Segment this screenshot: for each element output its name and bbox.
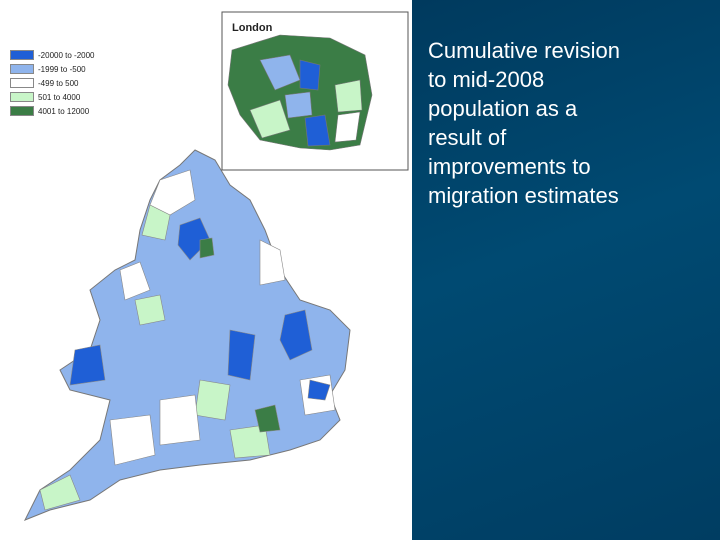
legend-item: -499 to 500	[10, 76, 95, 90]
inset-title: London	[232, 22, 273, 34]
legend-item: -20000 to -2000	[10, 48, 95, 62]
caption-line: result of	[428, 125, 507, 150]
legend-swatch	[10, 92, 34, 102]
legend-swatch	[10, 106, 34, 116]
legend: -20000 to -2000 -1999 to -500 -499 to 500 5…	[10, 48, 95, 118]
legend-swatch	[10, 78, 34, 88]
legend-item: 501 to 4000	[10, 90, 95, 104]
legend-label: 501 to 4000	[38, 92, 81, 102]
legend-label: -1999 to -500	[38, 64, 86, 74]
side-panel: Cumulative revision to mid-2008 population…	[412, 0, 720, 540]
regions	[39, 169, 336, 511]
legend-label: 4001 to 12000	[38, 106, 90, 116]
legend-swatch	[10, 64, 34, 74]
legend-item: 4001 to 12000	[10, 104, 95, 118]
caption-line: migration estimates	[428, 183, 619, 208]
legend-label: -499 to 500	[38, 78, 79, 88]
caption-line: to mid-2008	[428, 67, 545, 92]
caption-line: population as a	[428, 96, 578, 121]
legend-label: -20000 to -2000	[38, 50, 95, 60]
london-map	[227, 34, 373, 151]
caption-line: Cumulative revision	[428, 38, 620, 63]
map: London	[23, 11, 409, 521]
caption-line: improvements to	[428, 154, 591, 179]
legend-swatch	[10, 50, 34, 60]
legend-item: -1999 to -500	[10, 62, 95, 76]
caption: Cumulative revision to mid-2008 population…	[428, 36, 620, 210]
